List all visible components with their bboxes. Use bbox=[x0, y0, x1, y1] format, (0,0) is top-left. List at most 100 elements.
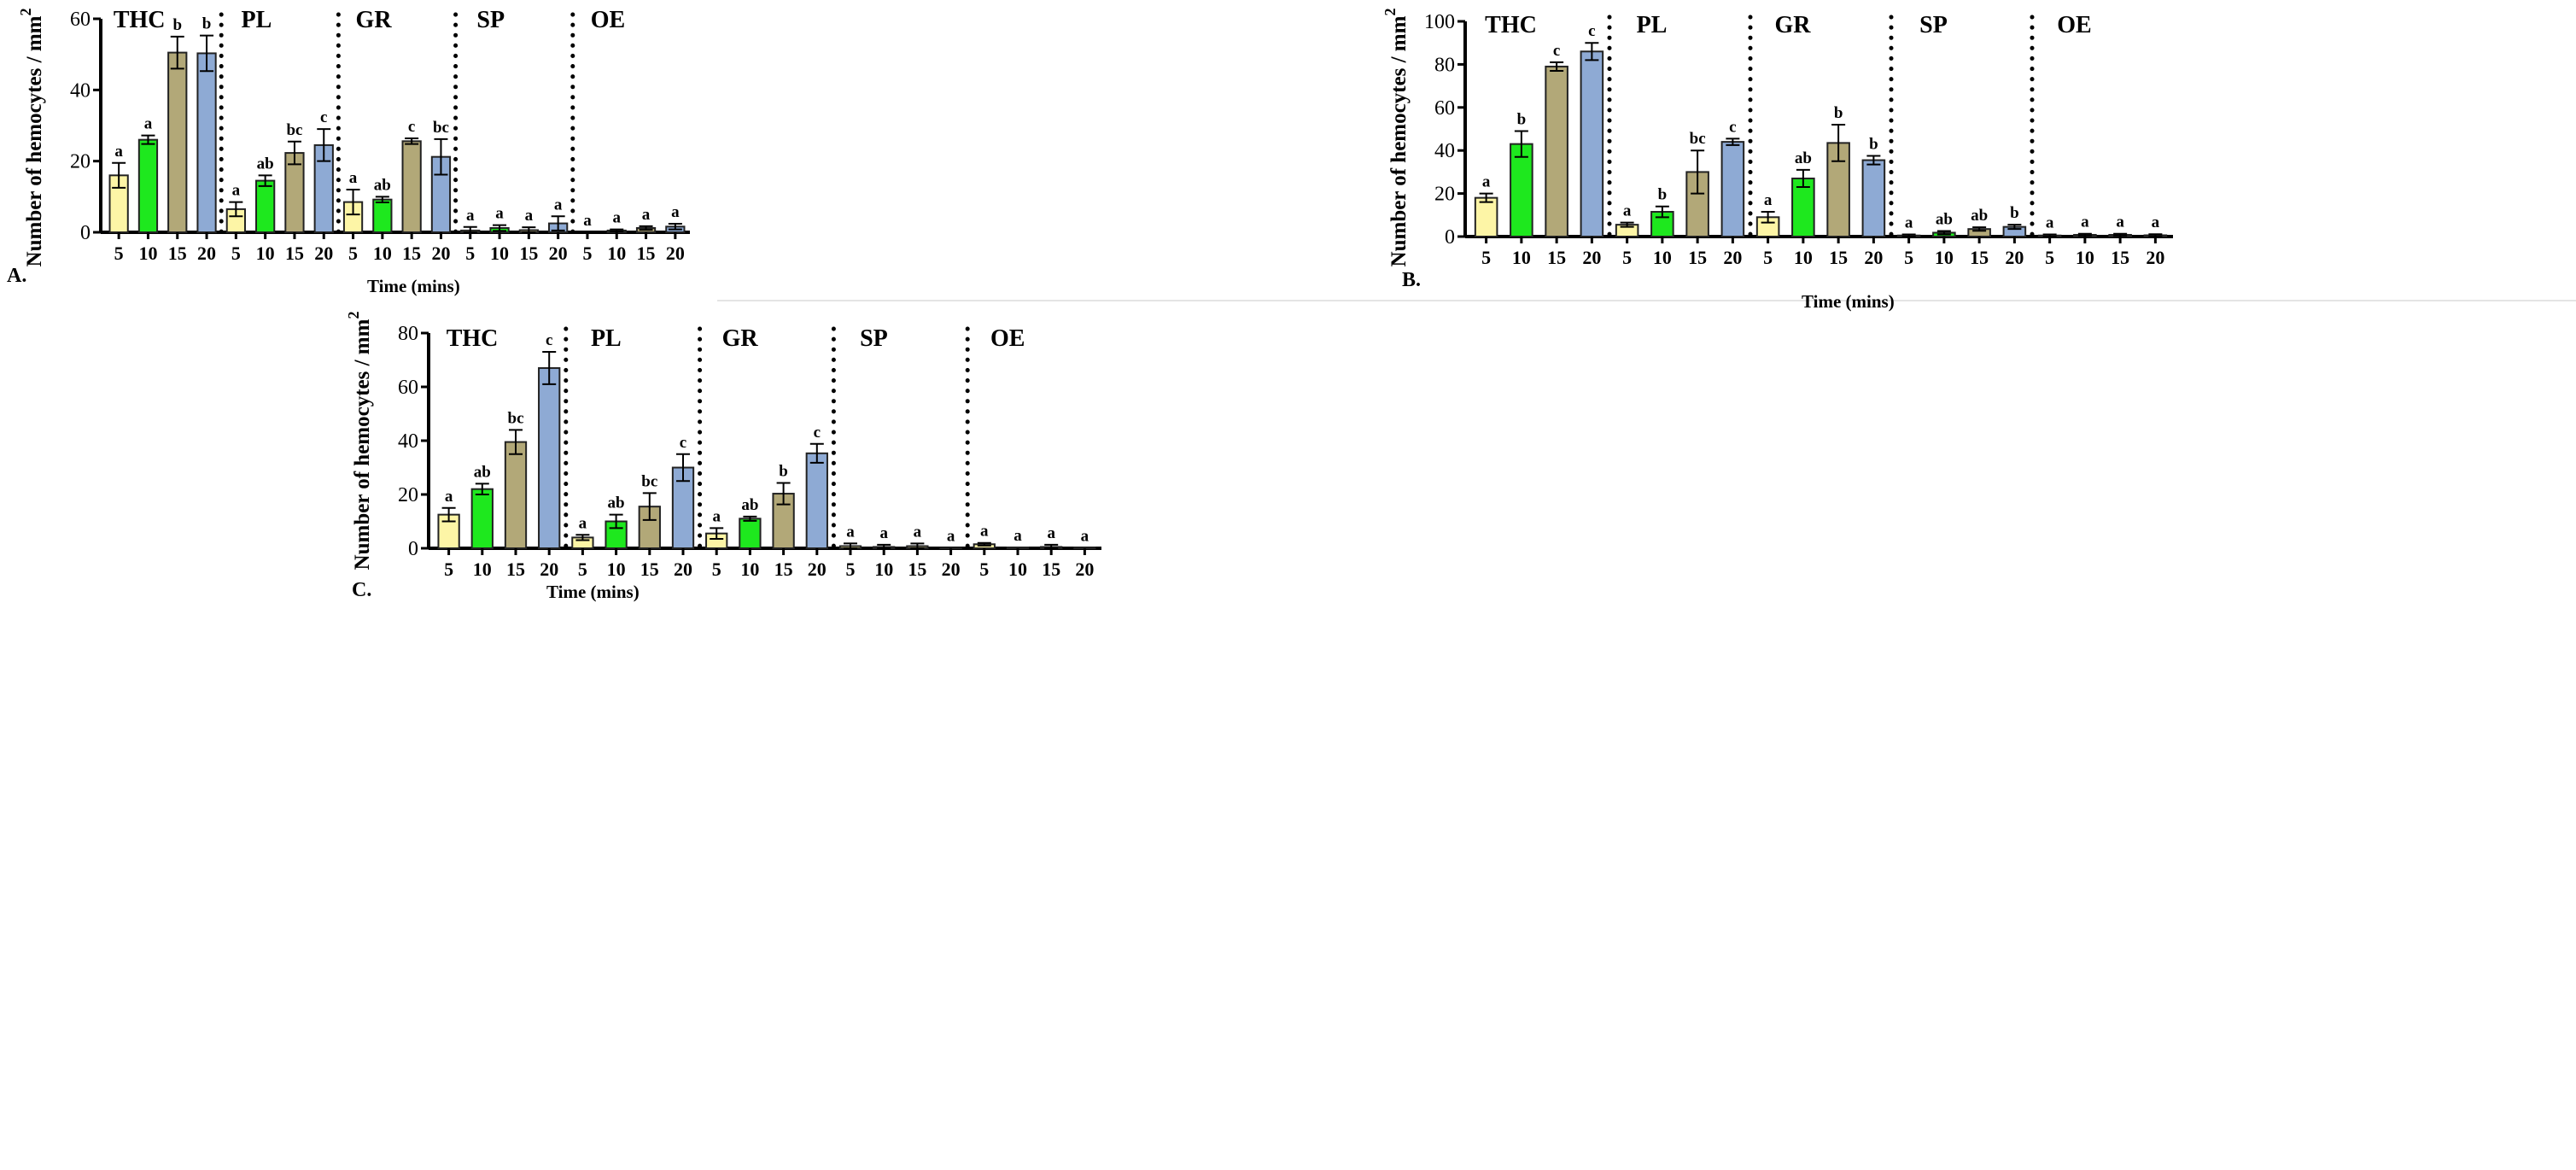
significance-letter: a bbox=[914, 523, 922, 541]
significance-letter: ab bbox=[1936, 210, 1953, 228]
significance-letter: a bbox=[1482, 173, 1491, 191]
x-tick-label: 5 bbox=[846, 559, 856, 580]
bar bbox=[167, 51, 188, 234]
group-label: OE bbox=[2057, 12, 2091, 38]
y-axis-label-superscript: 2 bbox=[17, 9, 34, 16]
x-tick-label: 15 bbox=[506, 559, 525, 580]
y-axis-label: Number of hemocytes / mm2 bbox=[17, 9, 46, 267]
bar bbox=[401, 140, 422, 233]
y-tick-label: 20 bbox=[70, 151, 91, 173]
significance-letter: c bbox=[1588, 22, 1595, 40]
significance-letter: a bbox=[583, 212, 592, 230]
x-tick-label: 10 bbox=[373, 243, 392, 264]
significance-letter: a bbox=[846, 523, 855, 541]
significance-letter: b bbox=[202, 15, 212, 33]
x-axis-label: Time (mins) bbox=[367, 276, 460, 296]
bar bbox=[255, 179, 276, 233]
x-tick-label: 15 bbox=[1042, 559, 1060, 580]
significance-letter: b bbox=[779, 462, 788, 480]
significance-letter: a bbox=[980, 523, 989, 541]
bar bbox=[1006, 547, 1030, 549]
significance-letter: a bbox=[1623, 202, 1632, 220]
significance-letter: bc bbox=[641, 472, 657, 490]
bar bbox=[805, 452, 828, 549]
bar bbox=[137, 138, 159, 234]
significance-letter: b bbox=[1658, 186, 1668, 204]
x-tick-label: 15 bbox=[1970, 247, 1989, 268]
significance-letter: ab bbox=[474, 463, 491, 481]
x-tick-label: 5 bbox=[582, 243, 592, 264]
significance-letter: ab bbox=[741, 496, 758, 514]
x-tick-label: 5 bbox=[444, 559, 453, 580]
x-tick-label: 20 bbox=[674, 559, 692, 580]
significance-letter: c bbox=[680, 434, 686, 452]
panel-label: B. bbox=[1402, 269, 1421, 291]
x-tick-label: 10 bbox=[2076, 247, 2094, 268]
x-tick-label: 10 bbox=[607, 559, 626, 580]
bar bbox=[739, 518, 762, 549]
chart-panel-a: 0 20 40 60 Number of hemocytes / mm2 Time (mi… bbox=[7, 7, 690, 296]
y-tick-label: 60 bbox=[1434, 97, 1455, 120]
significance-letter: bc bbox=[508, 409, 524, 427]
x-tick-label: 15 bbox=[637, 243, 656, 264]
significance-letter: a bbox=[554, 196, 563, 214]
significance-letter: a bbox=[1013, 527, 1022, 545]
bar bbox=[538, 366, 561, 550]
significance-letter: c bbox=[1553, 42, 1560, 60]
x-tick-label: 5 bbox=[2045, 247, 2054, 268]
group-label: PL bbox=[1637, 12, 1668, 38]
group-label: OE bbox=[591, 7, 625, 33]
y-axis-label-superscript: 2 bbox=[1381, 9, 1399, 16]
bar bbox=[470, 488, 494, 550]
significance-letter: ab bbox=[1971, 207, 1988, 225]
x-tick-label: 10 bbox=[740, 559, 759, 580]
bar bbox=[372, 198, 393, 234]
x-tick-label: 5 bbox=[979, 559, 989, 580]
y-tick-label: 0 bbox=[1445, 226, 1455, 249]
y-tick-label: 40 bbox=[398, 430, 418, 453]
significance-letter: a bbox=[2046, 214, 2054, 231]
panel-label: A. bbox=[7, 265, 26, 287]
x-tick-label: 20 bbox=[314, 243, 333, 264]
group-label: SP bbox=[860, 325, 888, 352]
significance-letter: a bbox=[712, 507, 721, 525]
group-label: THC bbox=[447, 325, 499, 352]
significance-letter: bc bbox=[286, 121, 302, 139]
significance-letter: a bbox=[947, 528, 955, 546]
group-label: PL bbox=[241, 7, 272, 33]
x-tick-label: 5 bbox=[1763, 247, 1773, 268]
x-tick-label: 5 bbox=[465, 243, 475, 264]
group-label: SP bbox=[1919, 12, 1948, 38]
group-label: SP bbox=[476, 7, 505, 33]
bar bbox=[1720, 141, 1745, 237]
significance-letter: a bbox=[642, 206, 651, 224]
bar bbox=[1791, 177, 1815, 238]
significance-letter: b bbox=[2010, 204, 2019, 222]
y-tick-label: 40 bbox=[70, 79, 91, 102]
x-tick-label: 10 bbox=[490, 243, 509, 264]
x-tick-label: 15 bbox=[168, 243, 187, 264]
significance-letter: b bbox=[1517, 111, 1527, 129]
y-tick-label: 0 bbox=[408, 538, 418, 560]
x-tick-label: 10 bbox=[256, 243, 275, 264]
significance-letter: b bbox=[1869, 136, 1878, 154]
x-tick-label: 10 bbox=[1008, 559, 1027, 580]
chart-panel-c: 0 20 40 60 80 Number of hemocytes / mm2 Time (… bbox=[345, 312, 1101, 602]
x-tick-label: 10 bbox=[473, 559, 492, 580]
significance-letter: c bbox=[408, 118, 415, 136]
significance-letter: c bbox=[1729, 118, 1736, 136]
significance-letter: a bbox=[1905, 214, 1913, 231]
significance-letter: a bbox=[349, 169, 358, 187]
significance-letter: ab bbox=[1795, 149, 1812, 167]
x-tick-label: 10 bbox=[1512, 247, 1531, 268]
group-label: THC bbox=[1485, 12, 1537, 38]
y-axis-label: Number of hemocytes / mm2 bbox=[1381, 9, 1411, 267]
significance-letter: ab bbox=[608, 494, 625, 512]
x-tick-label: 20 bbox=[431, 243, 450, 264]
significance-letter: b bbox=[1834, 104, 1843, 122]
significance-letter: b bbox=[172, 16, 182, 34]
x-tick-label: 10 bbox=[1653, 247, 1672, 268]
x-tick-label: 20 bbox=[808, 559, 827, 580]
x-tick-label: 10 bbox=[1794, 247, 1813, 268]
